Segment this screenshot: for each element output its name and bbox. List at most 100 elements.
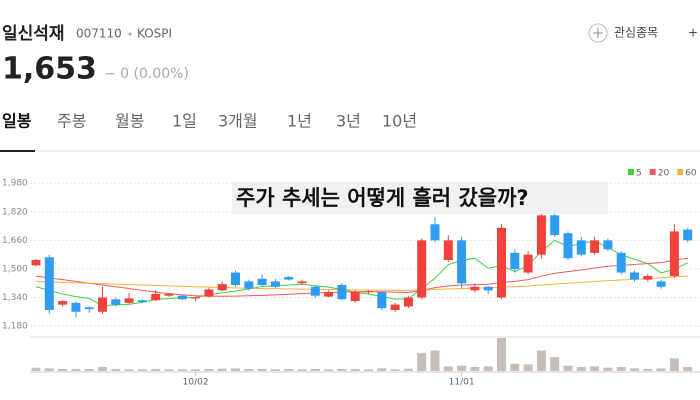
candle-body: [310, 286, 320, 296]
legend-label: 60: [685, 169, 697, 179]
tab[interactable]: 3년: [336, 112, 361, 131]
volume-bar: [683, 367, 693, 371]
price: 1,653: [2, 52, 97, 87]
candle-body: [390, 304, 400, 310]
x-tick-label: 11/01: [449, 378, 475, 388]
legend-swatch: [649, 169, 656, 175]
volume-bar: [164, 369, 174, 371]
candle-body: [590, 240, 600, 253]
watch-button[interactable]: 관심종목: [614, 26, 658, 40]
price-change: − 0 (0.00%): [104, 66, 189, 82]
volume-bar: [536, 350, 546, 371]
volume-bar: [403, 368, 413, 371]
volume-bar: [656, 368, 666, 371]
volume-bar: [550, 357, 560, 371]
dot: [128, 32, 132, 36]
volume-bar: [137, 369, 147, 371]
volume-bar: [643, 369, 653, 371]
volume-bar: [417, 352, 427, 371]
volume-bar: [443, 366, 453, 371]
watch-icon[interactable]: [588, 23, 608, 43]
candle-body: [497, 227, 506, 298]
y-tick-label: 1,500: [2, 264, 28, 274]
candle-body: [417, 240, 427, 298]
candle-body: [443, 240, 453, 260]
candle-body: [257, 278, 267, 285]
candle-body: [669, 231, 679, 277]
candle-body: [364, 291, 373, 293]
candle-body: [177, 295, 187, 300]
volume-bar: [616, 367, 626, 371]
volume-bar: [204, 369, 214, 371]
tab[interactable]: 1년: [287, 112, 312, 131]
volume-bar: [364, 369, 373, 371]
candle-body: [151, 293, 161, 301]
caption: 주가 추세는 어떻게 흘러 갔을까?: [236, 186, 529, 210]
candle-body: [683, 229, 693, 241]
ma-line: [35, 257, 688, 297]
volume-bar: [324, 369, 334, 371]
candle-body: [324, 292, 334, 297]
candle-body: [297, 281, 307, 284]
volume-bar: [483, 366, 493, 371]
volume-bar: [297, 369, 307, 371]
volume-bar: [510, 363, 520, 371]
candle-body: [656, 281, 666, 287]
ma-line: [35, 239, 688, 307]
candle-body: [483, 286, 493, 291]
volume-bar: [590, 366, 600, 371]
y-tick-label: 1,820: [2, 207, 28, 217]
tab[interactable]: 3개월: [218, 112, 258, 131]
tab[interactable]: 월봉: [115, 112, 144, 131]
plus-more[interactable]: +: [688, 26, 698, 40]
volume-bar: [124, 369, 134, 371]
candle-body: [58, 301, 68, 305]
market: KOSPI: [137, 27, 172, 41]
tab[interactable]: 주봉: [57, 112, 86, 131]
candle-body: [84, 307, 94, 310]
candle-body: [191, 297, 201, 299]
volume-bar: [497, 338, 506, 371]
x-tick-label: 10/02: [183, 378, 209, 388]
volume-bar: [523, 364, 533, 371]
candle-body: [550, 215, 560, 235]
legend-swatch: [677, 169, 684, 175]
volume-bar: [31, 367, 41, 371]
volume-bar: [563, 365, 573, 371]
candle-body: [523, 254, 533, 273]
stock-name: 일신석재: [2, 24, 65, 44]
candle-body: [337, 285, 347, 300]
volume-bar: [177, 369, 187, 371]
candle-body: [44, 257, 54, 310]
volume-bar: [98, 367, 107, 371]
volume-bar: [669, 358, 679, 371]
candle-body: [217, 284, 227, 291]
tab[interactable]: 10년: [382, 112, 417, 131]
candle-body: [536, 215, 546, 255]
volume-bar: [337, 369, 347, 371]
volume-bar: [231, 368, 240, 371]
volume-bar: [111, 369, 121, 371]
volume-bar: [44, 368, 54, 371]
candle-body: [31, 260, 41, 266]
candle-body: [576, 240, 586, 255]
candle-body: [244, 281, 254, 289]
volume-bar: [457, 365, 467, 371]
legend-label: 5: [636, 169, 642, 179]
volume-bar: [350, 369, 360, 371]
tab[interactable]: 일봉: [2, 112, 32, 131]
candle-body: [470, 286, 480, 291]
stock-code: 007110: [76, 27, 122, 41]
volume-bar: [58, 369, 68, 371]
candle-body: [71, 302, 81, 312]
volume-bar: [576, 367, 586, 371]
tab[interactable]: 1일: [172, 112, 197, 131]
volume-bar: [191, 369, 201, 371]
candle-body: [98, 297, 107, 312]
candle-body: [284, 276, 294, 280]
candle-body: [231, 272, 240, 285]
candle-body: [137, 300, 147, 302]
legend-label: 20: [658, 169, 670, 179]
volume-bar: [430, 350, 440, 371]
